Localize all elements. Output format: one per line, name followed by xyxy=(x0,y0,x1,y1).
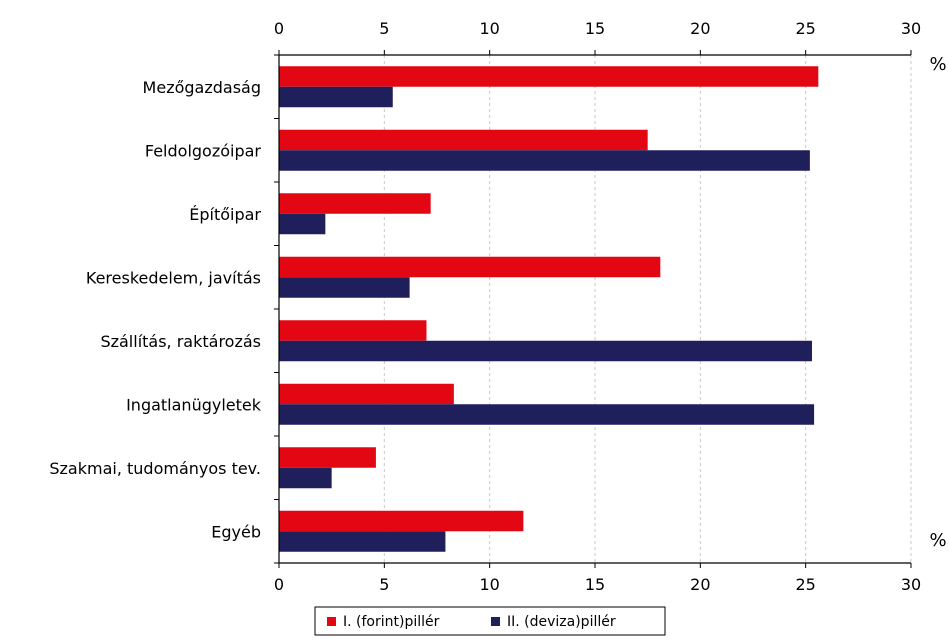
x-tick-label-top: 30 xyxy=(901,19,921,38)
x-tick-label-bottom: 0 xyxy=(274,575,284,594)
bar-forint xyxy=(279,510,524,532)
bar-forint xyxy=(279,383,454,405)
category-label: Szakmai, tudományos tev. xyxy=(49,459,261,478)
x-tick-label-top: 20 xyxy=(690,19,710,38)
category-label: Feldolgozóipar xyxy=(145,141,262,160)
category-label: Kereskedelem, javítás xyxy=(86,268,261,287)
category-label: Egyéb xyxy=(211,522,261,541)
legend-label: I. (forint)pillér xyxy=(343,614,440,630)
category-label: Mezőgazdaság xyxy=(143,78,261,97)
bar-deviza xyxy=(279,150,810,171)
bar-deviza xyxy=(279,531,446,552)
category-label: Építőipar xyxy=(189,205,261,224)
unit-label-bottom: % xyxy=(929,530,946,551)
legend-label: II. (deviza)pillér xyxy=(507,614,616,630)
legend-box xyxy=(314,606,666,636)
bar-deviza xyxy=(279,277,410,298)
legend-swatch xyxy=(327,617,336,626)
bar-deviza xyxy=(279,213,326,235)
labels: % % Mezőgazdaság Feldolgozóipar Építőipar K… xyxy=(49,19,946,594)
legend: I. (forint)pillér II. (deviza)pillér xyxy=(314,606,666,636)
axes xyxy=(274,50,912,568)
x-tick-label-top: 5 xyxy=(379,19,389,38)
bar-forint xyxy=(279,66,819,87)
x-tick-label-top: 25 xyxy=(795,19,815,38)
bar-forint xyxy=(279,193,431,214)
bar-deviza xyxy=(279,86,393,108)
bar-forint xyxy=(279,447,376,468)
x-tick-label-bottom: 25 xyxy=(795,575,815,594)
x-tick-label-bottom: 5 xyxy=(379,575,389,594)
x-tick-label-top: 10 xyxy=(479,19,499,38)
bar-forint xyxy=(279,256,661,278)
bar-deviza xyxy=(279,404,815,425)
bar-forint xyxy=(279,320,427,341)
legend-swatch xyxy=(491,617,500,626)
category-label: Szállítás, raktározás xyxy=(100,332,261,351)
x-tick-label-bottom: 20 xyxy=(690,575,710,594)
x-tick-label-bottom: 10 xyxy=(479,575,499,594)
bar-forint xyxy=(279,129,648,151)
category-label: Ingatlanügyletek xyxy=(126,395,262,414)
unit-label-top: % xyxy=(929,54,946,75)
x-tick-label-top: 0 xyxy=(274,19,284,38)
x-tick-label-bottom: 30 xyxy=(901,575,921,594)
bar-deviza xyxy=(279,467,332,489)
bars xyxy=(279,66,819,552)
x-tick-label-bottom: 15 xyxy=(585,575,605,594)
bar-deviza xyxy=(279,340,812,362)
x-tick-label-top: 15 xyxy=(585,19,605,38)
